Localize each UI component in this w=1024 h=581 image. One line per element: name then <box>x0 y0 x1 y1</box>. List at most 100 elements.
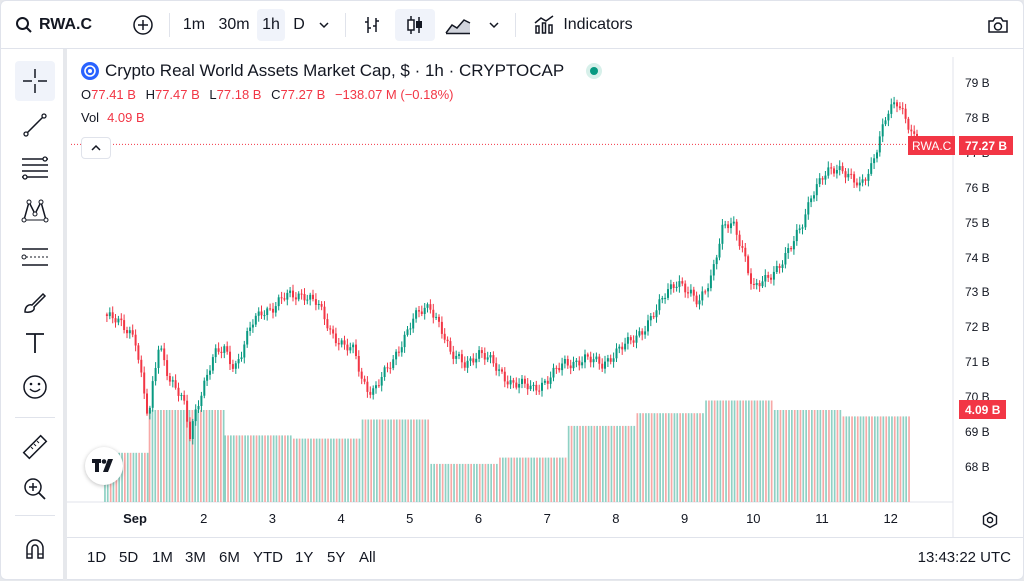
candle-body <box>191 421 194 439</box>
range-5d-button[interactable]: 5D <box>119 549 139 566</box>
candle-body <box>501 369 503 372</box>
candle-body <box>730 223 732 229</box>
candle-body <box>833 168 835 174</box>
volume-bar <box>235 435 238 502</box>
candle-body <box>246 331 249 345</box>
axis-settings-button[interactable] <box>979 509 1001 531</box>
candle-body <box>741 246 744 248</box>
volume-bar <box>736 400 739 502</box>
volume-bar <box>830 410 833 502</box>
magnet-tool[interactable] <box>15 529 55 569</box>
range-3m-button[interactable]: 3M <box>185 549 206 566</box>
volume-bar <box>404 419 407 502</box>
interval-1h-button[interactable]: 1h <box>257 9 285 41</box>
volume-bar <box>458 463 461 502</box>
candle-body <box>186 400 189 422</box>
candle-body <box>148 407 151 414</box>
volume-bar <box>739 400 742 502</box>
candle-body <box>237 359 240 364</box>
time-axis-label: 3 <box>268 511 277 526</box>
volume-bar <box>168 410 171 502</box>
interval-1m-button[interactable]: 1m <box>182 16 206 33</box>
time-axis-label: 7 <box>543 511 551 526</box>
volume-bar <box>315 438 318 502</box>
toolbar-divider <box>15 515 55 516</box>
screenshot-button[interactable] <box>981 9 1015 41</box>
zoom-in-tool[interactable] <box>15 469 55 509</box>
range-1m-button[interactable]: 1M <box>152 549 173 566</box>
tradingview-logo[interactable] <box>85 447 123 485</box>
collapse-legend-button[interactable] <box>81 137 111 159</box>
brush-tool[interactable] <box>15 283 55 323</box>
emoji-tool[interactable] <box>15 367 55 407</box>
volume-bar <box>685 413 687 502</box>
candle-body <box>128 330 131 334</box>
compare-symbol-button[interactable] <box>127 9 159 41</box>
area-chart-style-button[interactable] <box>441 9 475 41</box>
interval-30m-button[interactable]: 30m <box>218 16 250 33</box>
bar-chart-style-button[interactable] <box>357 9 387 41</box>
candle-body <box>177 387 180 396</box>
ohlc-values: O77.41 B H77.47 B L77.18 B C77.27 B −138… <box>81 87 453 102</box>
range-6m-button[interactable]: 6M <box>219 549 240 566</box>
range-5y-button[interactable]: 5Y <box>327 549 346 566</box>
candle-body <box>767 275 770 278</box>
volume-bar <box>888 416 890 502</box>
trend-line-tool[interactable] <box>15 105 55 145</box>
volume-bar <box>347 438 349 502</box>
candle-body <box>294 297 297 300</box>
volume-bar <box>381 419 384 502</box>
candle-body <box>638 331 641 336</box>
candle-body <box>369 391 372 395</box>
candle-body <box>555 367 558 369</box>
candle-body <box>584 354 586 363</box>
candle-body <box>498 369 501 371</box>
candle-body <box>209 370 211 375</box>
range-all-button[interactable]: All <box>359 549 376 566</box>
candles-chart-style-button[interactable] <box>395 9 435 41</box>
interval-dropdown-button[interactable] <box>313 9 335 41</box>
volume-bar <box>338 438 341 502</box>
volume-bar <box>289 435 292 502</box>
candle-body <box>529 385 532 390</box>
volume-bar <box>496 463 498 502</box>
range-ytd-button[interactable]: YTD <box>253 549 283 566</box>
interval-d-button[interactable]: D <box>293 16 305 33</box>
volume-bar <box>413 419 415 502</box>
candle-body <box>735 221 738 235</box>
candle-body <box>392 359 395 369</box>
price-axis-label: 75 B <box>965 215 990 230</box>
text-tool[interactable] <box>15 323 55 363</box>
volume-legend: Vol 4.09 B <box>81 110 145 125</box>
candle-body <box>395 351 398 360</box>
candle-body <box>449 341 452 352</box>
volume-bar <box>762 400 764 502</box>
candle-body <box>838 166 841 170</box>
candle-body <box>913 131 916 134</box>
candle-body <box>678 281 681 287</box>
range-1d-button[interactable]: 1D <box>87 549 107 566</box>
clock-display[interactable]: 13:43:22 UTC <box>917 549 1011 566</box>
volume-bar <box>662 413 664 502</box>
volume-bar <box>805 410 807 502</box>
volume-bar <box>370 419 372 502</box>
candle-body <box>168 376 171 382</box>
range-1y-button[interactable]: 1Y <box>295 549 314 566</box>
forecasting-tool[interactable] <box>15 237 55 277</box>
volume-bar <box>307 438 309 502</box>
indicators-button[interactable]: Indicators <box>527 9 639 41</box>
gear-icon <box>982 511 998 529</box>
volume-bar <box>587 425 590 502</box>
candle-body <box>460 354 463 363</box>
symbol-search-button[interactable]: RWA.C <box>15 9 105 41</box>
volume-bar <box>819 410 822 502</box>
candle-body <box>400 347 403 353</box>
crosshair-tool[interactable] <box>15 61 55 101</box>
low-value: 77.18 B <box>216 87 262 102</box>
fib-retracement-tool[interactable] <box>15 147 55 187</box>
pattern-tool[interactable] <box>15 191 55 231</box>
candle-body <box>518 384 521 388</box>
measure-tool[interactable] <box>15 427 55 467</box>
chart-style-dropdown-button[interactable] <box>483 9 505 41</box>
candle-body <box>220 351 223 353</box>
